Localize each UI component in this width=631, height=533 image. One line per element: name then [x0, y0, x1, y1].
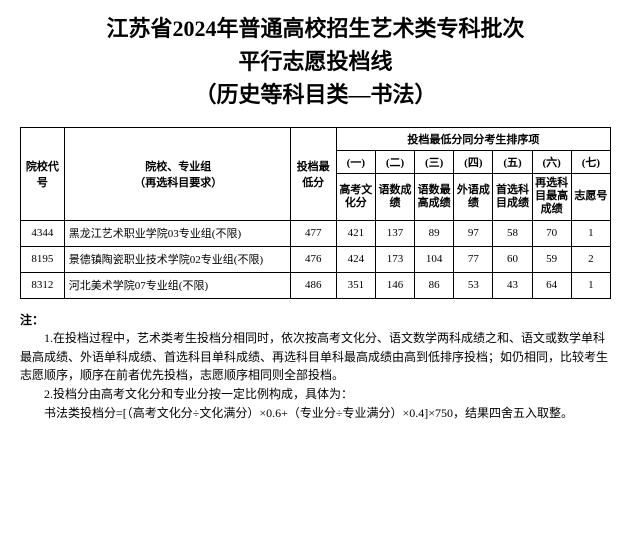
title-line-1: 江苏省2024年普通高校招生艺术类专科批次: [20, 12, 611, 45]
cell-rank: 59: [532, 246, 571, 272]
cell-rank: 104: [415, 246, 454, 272]
cell-rank: 70: [532, 220, 571, 246]
notes-title: 注：: [20, 311, 611, 330]
notes-paragraph-2: 2.投档分由高考文化分和专业分按一定比例构成，具体为：: [20, 385, 611, 404]
cell-rank: 424: [336, 246, 375, 272]
header-col-num-7: (七): [571, 151, 610, 174]
title-line-2: 平行志愿投档线: [20, 45, 611, 78]
cell-min: 486: [290, 272, 336, 298]
header-school-code: 院校代号: [21, 128, 65, 221]
cell-rank: 421: [336, 220, 375, 246]
cell-rank: 86: [415, 272, 454, 298]
cell-rank: 60: [493, 246, 532, 272]
cell-rank: 97: [454, 220, 493, 246]
cell-min: 477: [290, 220, 336, 246]
table-body: 4344 黑龙江艺术职业学院03专业组(不限) 477 421 137 89 9…: [21, 220, 611, 298]
table-row: 8312 河北美术学院07专业组(不限) 486 351 146 86 53 4…: [21, 272, 611, 298]
cell-rank: 351: [336, 272, 375, 298]
cell-rank: 64: [532, 272, 571, 298]
cell-rank: 173: [375, 246, 414, 272]
table-row: 4344 黑龙江艺术职业学院03专业组(不限) 477 421 137 89 9…: [21, 220, 611, 246]
header-col-num-4: (四): [454, 151, 493, 174]
notes-paragraph-3: 书法类投档分=[（高考文化分÷文化满分）×0.6+（专业分÷专业满分）×0.4]…: [20, 404, 611, 423]
title-line-3: （历史等科目类—书法）: [20, 78, 611, 111]
cell-rank: 137: [375, 220, 414, 246]
header-col-num-3: (三): [415, 151, 454, 174]
header-min-score: 投档最低分: [290, 128, 336, 221]
document-title: 江苏省2024年普通高校招生艺术类专科批次 平行志愿投档线 （历史等科目类—书法…: [20, 12, 611, 111]
header-col-label-6: 再选科目最高成绩: [532, 174, 571, 221]
notes-section: 注： 1.在投档过程中，艺术类考生投档分相同时，依次按高考文化分、语文数学两科成…: [20, 311, 611, 423]
cell-rank: 1: [571, 220, 610, 246]
header-col-label-2: 语数成绩: [375, 174, 414, 221]
cell-min: 476: [290, 246, 336, 272]
header-col-num-1: (一): [336, 151, 375, 174]
header-col-num-2: (二): [375, 151, 414, 174]
notes-paragraph-1: 1.在投档过程中，艺术类考生投档分相同时，依次按高考文化分、语文数学两科成绩之和…: [20, 329, 611, 385]
cell-rank: 146: [375, 272, 414, 298]
header-col-label-7: 志愿号: [571, 174, 610, 221]
table-row: 8195 景德镇陶瓷职业技术学院02专业组(不限) 476 424 173 10…: [21, 246, 611, 272]
cell-school: 河北美术学院07专业组(不限): [64, 272, 290, 298]
cell-school: 黑龙江艺术职业学院03专业组(不限): [64, 220, 290, 246]
cell-code: 8195: [21, 246, 65, 272]
header-col-label-4: 外语成绩: [454, 174, 493, 221]
header-col-label-1: 高考文化分: [336, 174, 375, 221]
header-col-label-3: 语数最高成绩: [415, 174, 454, 221]
cell-rank: 2: [571, 246, 610, 272]
header-school-name: 院校、专业组 （再选科目要求）: [64, 128, 290, 221]
cell-school: 景德镇陶瓷职业技术学院02专业组(不限): [64, 246, 290, 272]
cell-rank: 1: [571, 272, 610, 298]
header-col-num-6: (六): [532, 151, 571, 174]
cell-code: 8312: [21, 272, 65, 298]
cell-rank: 43: [493, 272, 532, 298]
cell-rank: 77: [454, 246, 493, 272]
cell-rank: 58: [493, 220, 532, 246]
cell-code: 4344: [21, 220, 65, 246]
header-col-num-5: (五): [493, 151, 532, 174]
cell-rank: 89: [415, 220, 454, 246]
cell-rank: 53: [454, 272, 493, 298]
header-col-label-5: 首选科目成绩: [493, 174, 532, 221]
header-rank-group: 投档最低分同分考生排序项: [336, 128, 610, 151]
admission-scores-table: 院校代号 院校、专业组 （再选科目要求） 投档最低分 投档最低分同分考生排序项 …: [20, 127, 611, 299]
